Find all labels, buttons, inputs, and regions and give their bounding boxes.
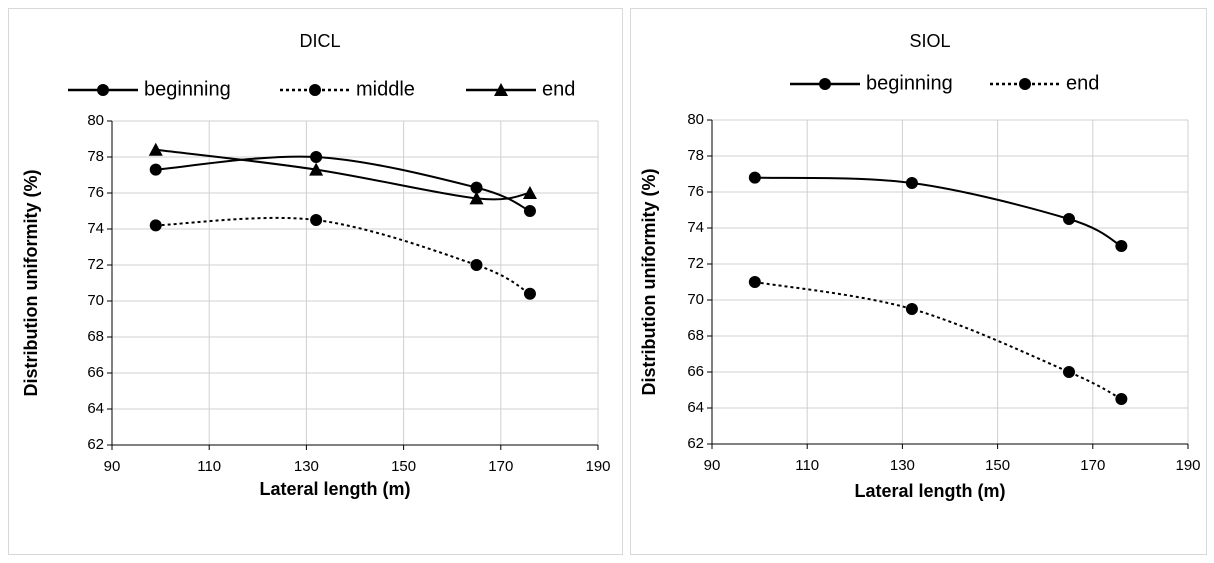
- series-line: [155, 216, 531, 295]
- x-tick-label: 190: [585, 458, 610, 475]
- marker: [309, 162, 324, 176]
- marker: [310, 214, 323, 226]
- marker: [310, 151, 323, 163]
- x-tick-label: 130: [890, 457, 915, 474]
- x-tick-label: 170: [1080, 457, 1105, 474]
- y-tick-label: 74: [687, 219, 704, 236]
- marker: [522, 186, 537, 199]
- series-line: [754, 281, 1122, 400]
- marker: [1115, 240, 1128, 252]
- marker: [148, 142, 163, 156]
- marker: [523, 287, 536, 300]
- x-tick-label: 150: [391, 458, 416, 475]
- x-tick-label: 110: [795, 457, 819, 474]
- marker: [309, 84, 321, 96]
- y-tick-label: 62: [87, 436, 104, 453]
- marker: [905, 177, 918, 189]
- legend-label: beginning: [144, 78, 231, 100]
- series-line: [754, 176, 1122, 247]
- y-tick-label: 64: [87, 400, 104, 417]
- y-tick-label: 70: [87, 292, 104, 309]
- marker: [523, 205, 536, 217]
- marker: [1063, 366, 1075, 378]
- series-line: [155, 155, 531, 212]
- marker: [149, 219, 162, 232]
- marker: [97, 84, 109, 96]
- y-tick-label: 72: [87, 256, 104, 273]
- y-tick-label: 76: [687, 183, 704, 200]
- y-tick-label: 76: [87, 184, 104, 201]
- x-tick-label: 170: [488, 458, 513, 475]
- chart-title: DICL: [299, 31, 340, 51]
- y-tick-label: 78: [687, 147, 704, 164]
- legend-label: middle: [356, 78, 415, 100]
- y-tick-label: 66: [687, 363, 704, 380]
- y-tick-label: 62: [687, 435, 704, 452]
- y-tick-label: 64: [687, 399, 704, 416]
- panel-border: [630, 8, 1207, 555]
- x-tick-label: 90: [704, 457, 721, 474]
- marker: [149, 163, 162, 176]
- legend-label: end: [1066, 72, 1099, 94]
- y-tick-label: 68: [687, 327, 704, 344]
- marker: [494, 83, 508, 96]
- marker: [1063, 213, 1075, 225]
- marker: [819, 78, 831, 90]
- series-line: [155, 148, 531, 201]
- legend-label: end: [542, 78, 575, 100]
- y-tick-label: 68: [87, 328, 104, 345]
- y-tick-label: 78: [87, 148, 104, 165]
- marker: [748, 171, 761, 184]
- x-tick-label: 150: [985, 457, 1010, 474]
- marker: [469, 191, 484, 205]
- legend-label: beginning: [866, 72, 953, 94]
- marker: [470, 259, 483, 271]
- y-tick-label: 80: [687, 111, 704, 128]
- y-tick-label: 80: [87, 112, 104, 129]
- marker: [748, 276, 761, 288]
- y-axis-title: Distribution uniformity (%): [639, 169, 659, 396]
- marker: [905, 303, 918, 315]
- chart-title: SIOL: [909, 31, 950, 51]
- marker: [470, 181, 483, 194]
- panel-border: [8, 8, 623, 555]
- y-tick-label: 70: [687, 291, 704, 308]
- x-tick-label: 130: [294, 458, 319, 475]
- y-tick-label: 72: [687, 255, 704, 272]
- y-tick-label: 74: [87, 220, 104, 237]
- x-tick-label: 90: [104, 458, 121, 475]
- x-axis-title: Lateral length (m): [259, 479, 410, 499]
- y-tick-label: 66: [87, 364, 104, 381]
- x-tick-label: 110: [197, 458, 221, 475]
- x-tick-label: 190: [1175, 457, 1200, 474]
- marker: [1019, 78, 1031, 90]
- marker: [1115, 393, 1128, 405]
- x-axis-title: Lateral length (m): [854, 481, 1005, 501]
- y-axis-title: Distribution uniformity (%): [21, 170, 41, 397]
